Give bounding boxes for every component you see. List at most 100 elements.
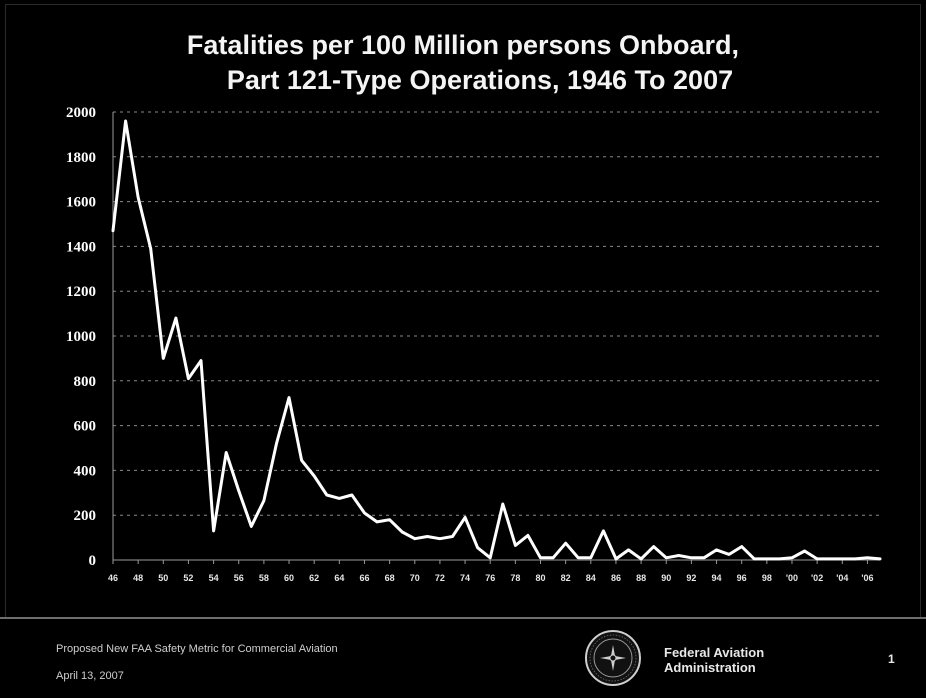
x-tick-label: 62: [309, 573, 319, 583]
x-tick-label: 96: [737, 573, 747, 583]
y-tick-label: 200: [74, 508, 97, 524]
data-point: [439, 537, 441, 540]
data-point: [376, 521, 378, 523]
data-point: [137, 196, 139, 198]
line-chart: 0 200 400 600 800 1000 1200 1400 1600 1800 2000 46…: [66, 105, 882, 583]
y-tick-label: 1600: [66, 195, 96, 211]
data-point: [225, 451, 227, 454]
x-tick-label: 92: [686, 573, 696, 583]
y-tick-label: 800: [74, 374, 97, 390]
data-point: [451, 535, 454, 538]
x-tick-label: 58: [259, 573, 269, 583]
data-point: [816, 558, 818, 560]
data-point: [338, 497, 341, 500]
data-point: [703, 556, 705, 559]
page-number: 1: [888, 652, 895, 666]
data-point: [363, 512, 366, 514]
data-point: [841, 558, 844, 560]
data-point: [388, 518, 391, 521]
x-tick-label: 46: [108, 573, 118, 583]
x-tick-label: '00: [786, 573, 798, 583]
data-point: [766, 558, 768, 560]
x-tick-label: '04: [836, 573, 848, 583]
agency-name: Federal Aviation Administration: [664, 645, 764, 675]
data-point: [728, 553, 730, 556]
x-tick-label: 98: [762, 573, 772, 583]
data-point: [753, 558, 756, 560]
x-tick-label: 76: [485, 573, 495, 583]
data-point: [464, 516, 466, 519]
data-point: [351, 494, 353, 496]
chart-title-line-2: Part 121-Type Operations, 1946 To 2007: [226, 65, 734, 95]
data-point: [715, 549, 718, 551]
y-tick-label: 2000: [66, 105, 96, 121]
series-group: [111, 119, 882, 561]
data-point: [313, 475, 315, 477]
data-point: [652, 545, 655, 548]
data-point: [112, 229, 114, 232]
data-point: [539, 556, 542, 559]
data-point: [124, 120, 127, 122]
agency-name-line-2: Administration: [664, 660, 756, 675]
data-point: [791, 556, 793, 559]
x-tick-label: '02: [811, 573, 823, 583]
data-point: [828, 558, 831, 560]
data-point: [640, 558, 642, 560]
series-line: [111, 119, 882, 561]
data-point: [590, 556, 592, 559]
x-tick-label: 88: [636, 573, 646, 583]
slide-frame: [5, 4, 921, 694]
data-point: [577, 556, 580, 559]
data-point: [275, 442, 278, 445]
x-tick-label: 78: [510, 573, 520, 583]
x-tick-label: 82: [561, 573, 571, 583]
footer-date: April 13, 2007: [56, 670, 124, 682]
x-tick-label: 74: [460, 573, 470, 583]
data-point: [778, 558, 781, 560]
data-point: [564, 542, 567, 544]
data-point: [514, 544, 517, 547]
data-point: [615, 558, 617, 560]
data-point: [501, 503, 504, 505]
footer: Proposed New FAA Safety Metric for Comme…: [0, 619, 926, 698]
footer-divider: [0, 617, 926, 619]
data-point: [489, 556, 492, 559]
x-tick-label: 60: [284, 573, 294, 583]
x-tick-label: 64: [334, 573, 344, 583]
x-tick-label: 70: [410, 573, 420, 583]
data-point: [401, 531, 403, 533]
x-tick-label: 56: [234, 573, 244, 583]
data-point: [740, 545, 743, 548]
x-tick-label: 48: [133, 573, 143, 583]
y-tick-label: 400: [74, 463, 97, 479]
x-tick-label: 54: [209, 573, 219, 583]
data-point: [879, 558, 881, 560]
data-point: [200, 359, 202, 362]
x-tick-label: 80: [536, 573, 546, 583]
data-point: [665, 556, 668, 559]
y-tick-label: 0: [89, 553, 97, 569]
y-axis-tick-labels: 0 200 400 600 800 1000 1200 1400 1600 1800 2000: [66, 105, 96, 569]
x-tick-label: 84: [586, 573, 596, 583]
x-tick-label: 52: [183, 573, 193, 583]
data-point: [212, 530, 215, 532]
data-point: [175, 317, 177, 319]
data-point: [237, 489, 240, 492]
y-tick-label: 1000: [66, 329, 96, 345]
data-point: [162, 357, 165, 360]
agency-name-line-1: Federal Aviation: [664, 645, 765, 660]
data-point: [149, 247, 152, 250]
data-point: [690, 556, 693, 559]
axes: [112, 112, 880, 564]
data-point: [250, 525, 253, 528]
footer-caption: Proposed New FAA Safety Metric for Comme…: [56, 643, 338, 655]
data-point: [263, 499, 265, 502]
x-tick-label: '06: [861, 573, 873, 583]
x-tick-label: 86: [611, 573, 621, 583]
data-point: [325, 494, 328, 496]
y-tick-label: 1800: [66, 150, 96, 166]
x-tick-label: 66: [359, 573, 369, 583]
data-point: [678, 554, 680, 557]
x-tick-label: 90: [661, 573, 671, 583]
x-axis-tick-labels: 46 48 50 52 54 56 58 60 62 64 66 68 70 72 74 76 78 80 82 84…: [108, 573, 874, 583]
